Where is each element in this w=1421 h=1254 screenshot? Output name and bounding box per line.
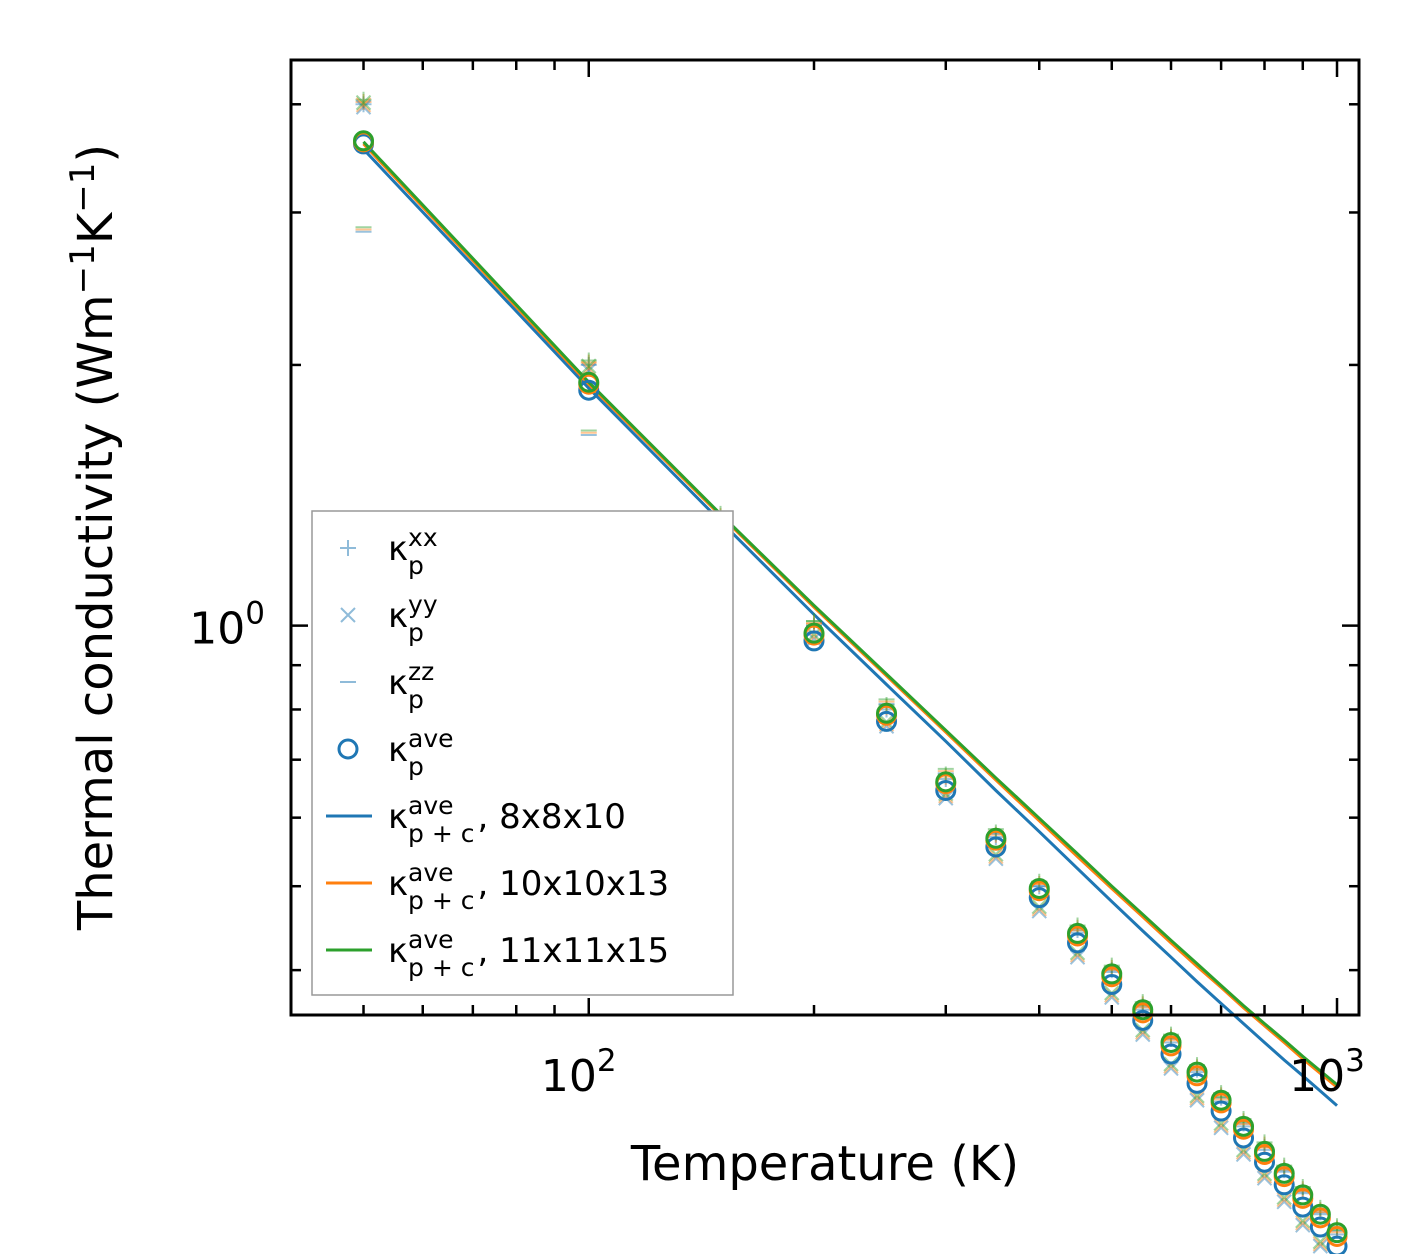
- series-lines: [362, 140, 1338, 1107]
- data-point-circle: [1233, 1127, 1255, 1149]
- data-point-x: [1163, 1060, 1179, 1077]
- data-point-circle: [1067, 922, 1089, 944]
- data-point-x: [1295, 1217, 1311, 1233]
- data-point-circle: [1028, 887, 1050, 909]
- data-point-circle: [1160, 1031, 1182, 1053]
- data-point-circle: [985, 836, 1007, 858]
- data-point-x: [1235, 1146, 1252, 1163]
- data-point-circle: [1254, 1140, 1276, 1162]
- data-point-plus: [580, 352, 597, 369]
- data-point-x: [1135, 1026, 1151, 1043]
- data-point-circle: [876, 702, 898, 724]
- data-point-circle: [1210, 1100, 1232, 1122]
- series-line: [362, 148, 1338, 1107]
- data-point-circle: [935, 771, 957, 793]
- data-point-circle: [578, 371, 600, 393]
- y-tick-label: 100: [189, 596, 265, 655]
- data-point-circle: [1292, 1196, 1314, 1218]
- y-axis-label: Thermal conductivity (Wm−1K−1): [63, 144, 124, 931]
- data-point-circle: [1101, 963, 1123, 985]
- data-point-x: [1189, 1090, 1205, 1106]
- data-point-circle: [1186, 1061, 1208, 1083]
- data-point-circle: [1132, 999, 1154, 1021]
- legend-marker-handle: [337, 738, 359, 760]
- x-tick-label: 103: [1289, 1043, 1365, 1102]
- data-point-circle: [803, 630, 825, 652]
- legend-marker-handle: [340, 607, 356, 623]
- data-point-circle: [1160, 1043, 1182, 1065]
- data-point-plus: [580, 354, 597, 371]
- data-point-x: [1235, 1144, 1252, 1160]
- data-point-circle: [1292, 1184, 1314, 1206]
- legend-label: κzz p: [388, 657, 434, 714]
- data-point-circle: [1326, 1235, 1348, 1254]
- tick-labels: 102 103 100: [189, 596, 1365, 1102]
- legend-label: κave p + c, 11x11x15: [388, 925, 669, 982]
- data-point-circle: [876, 710, 898, 732]
- data-point-circle: [1028, 877, 1050, 899]
- data-point-x: [1312, 1238, 1329, 1254]
- data-point-circle: [1210, 1089, 1232, 1111]
- data-point-plus: [355, 96, 372, 113]
- legend-label: κave p: [388, 724, 454, 781]
- axis-ticks: [289, 60, 1359, 1015]
- data-point-x: [355, 94, 372, 111]
- plot-frame: [289, 58, 1361, 1017]
- data-point-x: [1295, 1215, 1311, 1231]
- data-point-x: [355, 99, 372, 115]
- data-point-circle: [1101, 973, 1123, 995]
- legend-box: [311, 510, 734, 996]
- data-point-x: [1213, 1117, 1229, 1134]
- x-tick-label: 102: [541, 1043, 617, 1102]
- data-point-circle: [1132, 1009, 1154, 1031]
- data-point-x: [1213, 1120, 1229, 1136]
- data-point-circle: [1326, 1222, 1348, 1244]
- legend-label: κyy p: [388, 590, 438, 647]
- data-point-circle: [353, 130, 375, 152]
- data-point-x: [1189, 1092, 1205, 1108]
- legend-marker-handle: [340, 540, 356, 556]
- legend-label: κxx p: [388, 523, 438, 580]
- data-point-x: [1256, 1170, 1273, 1186]
- data-point-x: [1276, 1191, 1292, 1208]
- data-point-x: [1276, 1194, 1292, 1210]
- data-point-x: [581, 358, 597, 374]
- data-point-x: [1312, 1233, 1329, 1250]
- data-point-circle: [1309, 1203, 1331, 1225]
- x-axis-label: Temperature (K): [630, 1136, 1019, 1192]
- legend-label: κave p + c, 10x10x13: [388, 858, 669, 915]
- data-point-circle: [578, 379, 600, 401]
- legend-label: κave p + c, 8x8x10: [388, 791, 626, 848]
- data-point-circle: [1233, 1115, 1255, 1137]
- data-point-circle: [1273, 1162, 1295, 1184]
- series-line: [362, 140, 1338, 1086]
- data-point-circle: [985, 827, 1007, 849]
- data-point-circle: [1186, 1072, 1208, 1094]
- data-point-circle: [803, 622, 825, 644]
- data-point-circle: [1273, 1174, 1295, 1196]
- data-point-circle: [1254, 1151, 1276, 1173]
- data-point-circle: [1067, 932, 1089, 954]
- data-point-x: [1069, 949, 1086, 965]
- data-point-plus: [580, 356, 597, 373]
- data-point-x: [1312, 1236, 1329, 1252]
- data-point-plus: [355, 94, 372, 111]
- legend: κxx p κyy p κzz p κave p κave p + c, 8x8x10 κave p …: [311, 510, 734, 996]
- data-point-plus: [355, 91, 372, 108]
- data-point-x: [355, 97, 372, 113]
- data-point-circle: [935, 779, 957, 801]
